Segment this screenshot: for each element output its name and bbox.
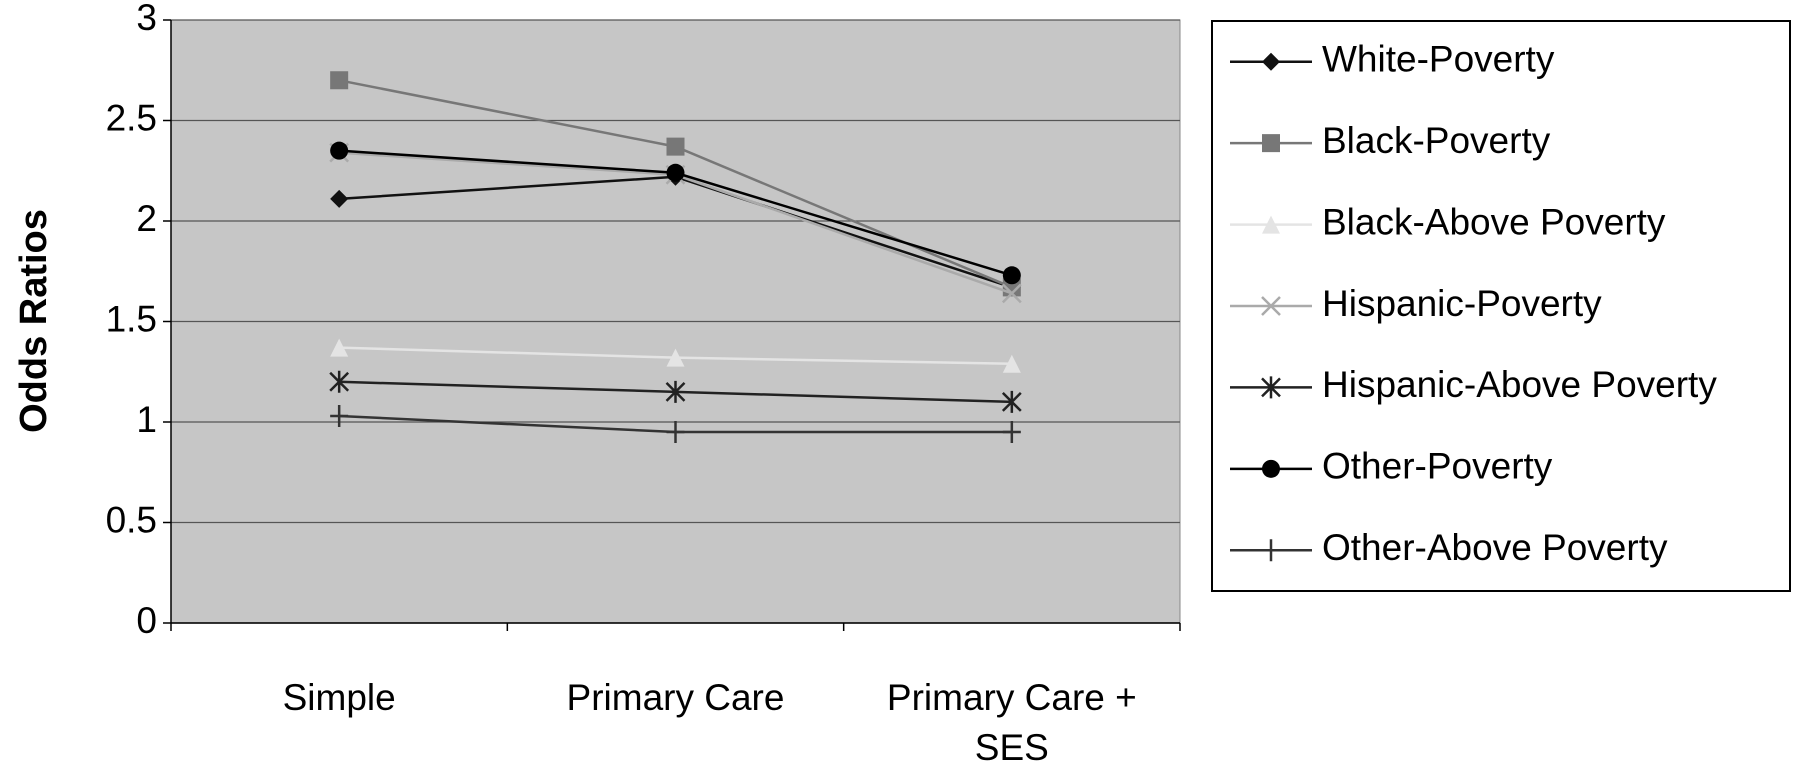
y-tick-label: 1 xyxy=(136,399,157,440)
marker xyxy=(1262,459,1280,478)
marker xyxy=(1262,215,1280,234)
marker xyxy=(1002,354,1021,373)
marker xyxy=(1001,283,1022,304)
legend-label: Hispanic-Poverty xyxy=(1322,283,1602,324)
marker xyxy=(1262,52,1280,71)
y-axis-label: Odds Ratios xyxy=(13,209,55,433)
legend-label: Other-Above Poverty xyxy=(1322,527,1668,568)
legend-label: Black-Above Poverty xyxy=(1322,201,1666,242)
legend-label: Hispanic-Above Poverty xyxy=(1322,364,1717,405)
x-tick-label: Primary Care + SES xyxy=(886,677,1137,768)
y-tick-label: 0 xyxy=(136,600,157,641)
marker xyxy=(329,370,350,393)
y-tick-label: 0.5 xyxy=(106,499,157,540)
marker xyxy=(330,141,349,160)
marker xyxy=(666,137,685,156)
y-tick-label: 3 xyxy=(136,0,157,38)
marker xyxy=(666,163,685,182)
marker xyxy=(330,404,349,427)
marker xyxy=(330,71,349,90)
marker xyxy=(1262,539,1280,562)
marker xyxy=(330,189,349,208)
marker xyxy=(666,421,685,444)
marker xyxy=(1261,376,1281,399)
legend-label: White-Poverty xyxy=(1322,38,1555,79)
marker xyxy=(1262,134,1280,153)
y-tick-label: 2 xyxy=(136,198,157,239)
marker xyxy=(665,380,686,403)
y-tick-label: 1.5 xyxy=(106,298,157,339)
legend-label: Other-Poverty xyxy=(1322,446,1553,487)
y-tick-label: 2.5 xyxy=(106,97,157,138)
x-tick-label: Primary Care xyxy=(566,677,785,718)
marker xyxy=(1002,421,1021,444)
marker xyxy=(666,348,685,367)
marker xyxy=(1002,266,1021,285)
marker xyxy=(330,338,349,357)
marker xyxy=(1001,390,1022,413)
legend-label: Black-Poverty xyxy=(1322,120,1551,161)
marker xyxy=(1261,296,1281,316)
x-tick-label: Simple xyxy=(282,677,396,718)
